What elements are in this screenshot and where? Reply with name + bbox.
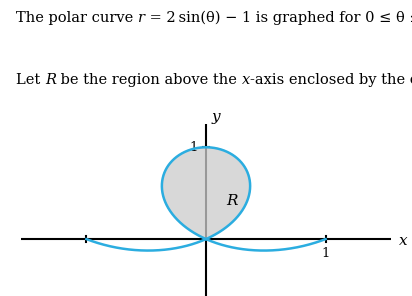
Text: -axis enclosed by the curve,: -axis enclosed by the curve, (250, 73, 412, 87)
Text: Let: Let (16, 73, 45, 87)
Text: y: y (212, 110, 220, 124)
Polygon shape (162, 147, 250, 239)
Text: 1: 1 (321, 247, 330, 260)
Text: be the region above the: be the region above the (56, 73, 242, 87)
Text: r: r (138, 11, 145, 25)
Text: R: R (227, 194, 238, 207)
Text: The polar curve: The polar curve (16, 11, 138, 25)
Text: = 2 sin(θ) − 1 is graphed for 0 ≤ θ ≤ π.: = 2 sin(θ) − 1 is graphed for 0 ≤ θ ≤ π. (145, 11, 412, 25)
Text: 1: 1 (189, 141, 198, 154)
Text: x: x (242, 73, 250, 87)
Text: R: R (45, 73, 56, 87)
Text: x: x (398, 234, 407, 248)
